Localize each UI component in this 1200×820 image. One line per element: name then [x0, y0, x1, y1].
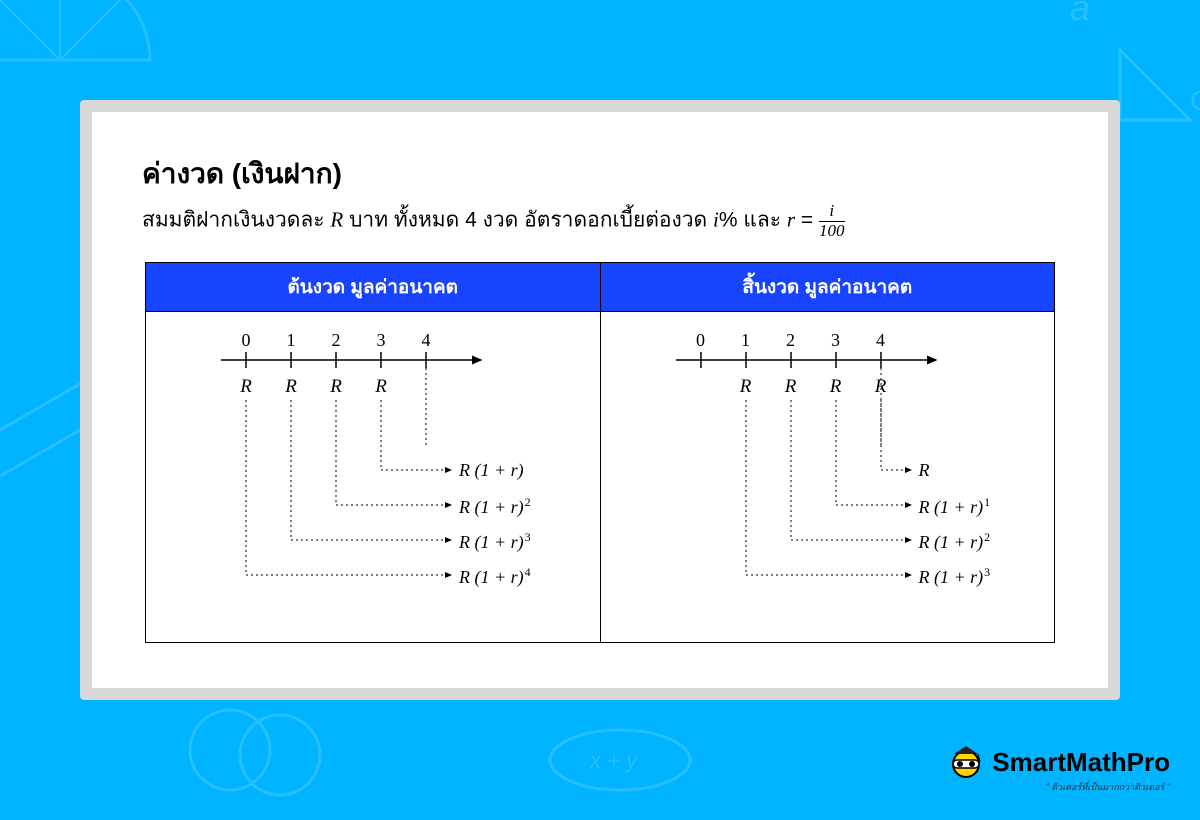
brand-logo: SmartMathPro — [946, 742, 1170, 782]
frac-den: 100 — [819, 222, 845, 241]
logo-subtitle: " ติวเตอร์ที่เป็นมากกว่าติวเตอร์ " — [1046, 780, 1170, 794]
fraction-i-100: i100 — [819, 202, 845, 240]
formula: R (1 + r)3 — [919, 565, 991, 588]
timeline-R-label: R — [736, 376, 756, 398]
column-right: สิ้นงวด มูลค่าอนาคต 0 1 2 3 4 R R R R R R (1 + r)1… — [601, 263, 1055, 642]
bg-deco-xy: x + y — [520, 720, 720, 800]
timeline-number: 0 — [236, 330, 256, 351]
timeline-R-label: R — [281, 376, 301, 398]
timeline-R-label: R — [781, 376, 801, 398]
frac-num: i — [819, 202, 845, 222]
column-left-header: ต้นงวด มูลค่าอนาคต — [146, 263, 600, 312]
logo-text: SmartMathPro — [992, 747, 1170, 778]
timeline-R-label: R — [871, 376, 891, 398]
subtitle: สมมติฝากเงินงวดละ R บาท ทั้งหมด 4 งวด อั… — [142, 202, 1058, 240]
svg-text:÷: ÷ — [1160, 0, 1173, 6]
formula: R (1 + r)2 — [919, 530, 991, 553]
timeline-number: 3 — [371, 330, 391, 351]
formula: R (1 + r) — [459, 460, 524, 481]
column-right-header: สิ้นงวด มูลค่าอนาคต — [601, 263, 1055, 312]
timeline-number: 4 — [416, 330, 436, 351]
column-left-body: 0 1 2 3 4 R R R R R (1 + r) R (1 + r)2 R (1 + r)3 R … — [146, 312, 600, 642]
diagram-left: 0 1 2 3 4 R R R R R (1 + r) R (1 + r)2 R (1 + r)3 R … — [156, 330, 590, 622]
column-left: ต้นงวด มูลค่าอนาคต 0 1 2 3 4 R R R R R (1 + r) R (… — [146, 263, 601, 642]
bg-deco-circles — [180, 700, 340, 820]
comparison-table: ต้นงวด มูลค่าอนาคต 0 1 2 3 4 R R R R R (1 + r) R (… — [145, 262, 1055, 643]
svg-text:C: C — [1190, 85, 1200, 116]
formula: R (1 + r)3 — [459, 530, 531, 553]
svg-text:a: a — [1070, 0, 1090, 28]
subtitle-p1: สมมติฝากเงินงวดละ — [142, 209, 330, 232]
column-right-body: 0 1 2 3 4 R R R R R R (1 + r)1 R (1 + r)2 R (1 + r)3 — [601, 312, 1055, 642]
formula: R — [919, 460, 930, 481]
subtitle-p2: บาท ทั้งหมด 4 งวด อัตราดอกเบี้ยต่องวด — [343, 209, 713, 232]
whiteboard: ค่างวด (เงินฝาก) สมมติฝากเงินงวดละ R บาท… — [80, 100, 1120, 700]
formula: R (1 + r)4 — [459, 565, 531, 588]
svg-text:x + y: x + y — [589, 748, 639, 773]
subtitle-r: r — [787, 208, 795, 232]
logo-icon — [946, 742, 986, 782]
timeline-R-label: R — [371, 376, 391, 398]
timeline-number: 3 — [826, 330, 846, 351]
title: ค่างวด (เงินฝาก) — [142, 152, 1058, 196]
subtitle-eq: = — [795, 209, 819, 232]
subtitle-R: R — [330, 208, 343, 232]
timeline-R-label: R — [236, 376, 256, 398]
timeline-R-label: R — [326, 376, 346, 398]
timeline-number: 2 — [781, 330, 801, 351]
timeline-number: 4 — [871, 330, 891, 351]
timeline-number: 0 — [691, 330, 711, 351]
diagram-right: 0 1 2 3 4 R R R R R R (1 + r)1 R (1 + r)2 R (1 + r)3 — [611, 330, 1045, 622]
formula: R (1 + r)1 — [919, 495, 991, 518]
timeline-number: 1 — [736, 330, 756, 351]
timeline-R-label: R — [826, 376, 846, 398]
formula: R (1 + r)2 — [459, 495, 531, 518]
subtitle-pct: % และ — [719, 209, 787, 232]
timeline-number: 2 — [326, 330, 346, 351]
timeline-number: 1 — [281, 330, 301, 351]
